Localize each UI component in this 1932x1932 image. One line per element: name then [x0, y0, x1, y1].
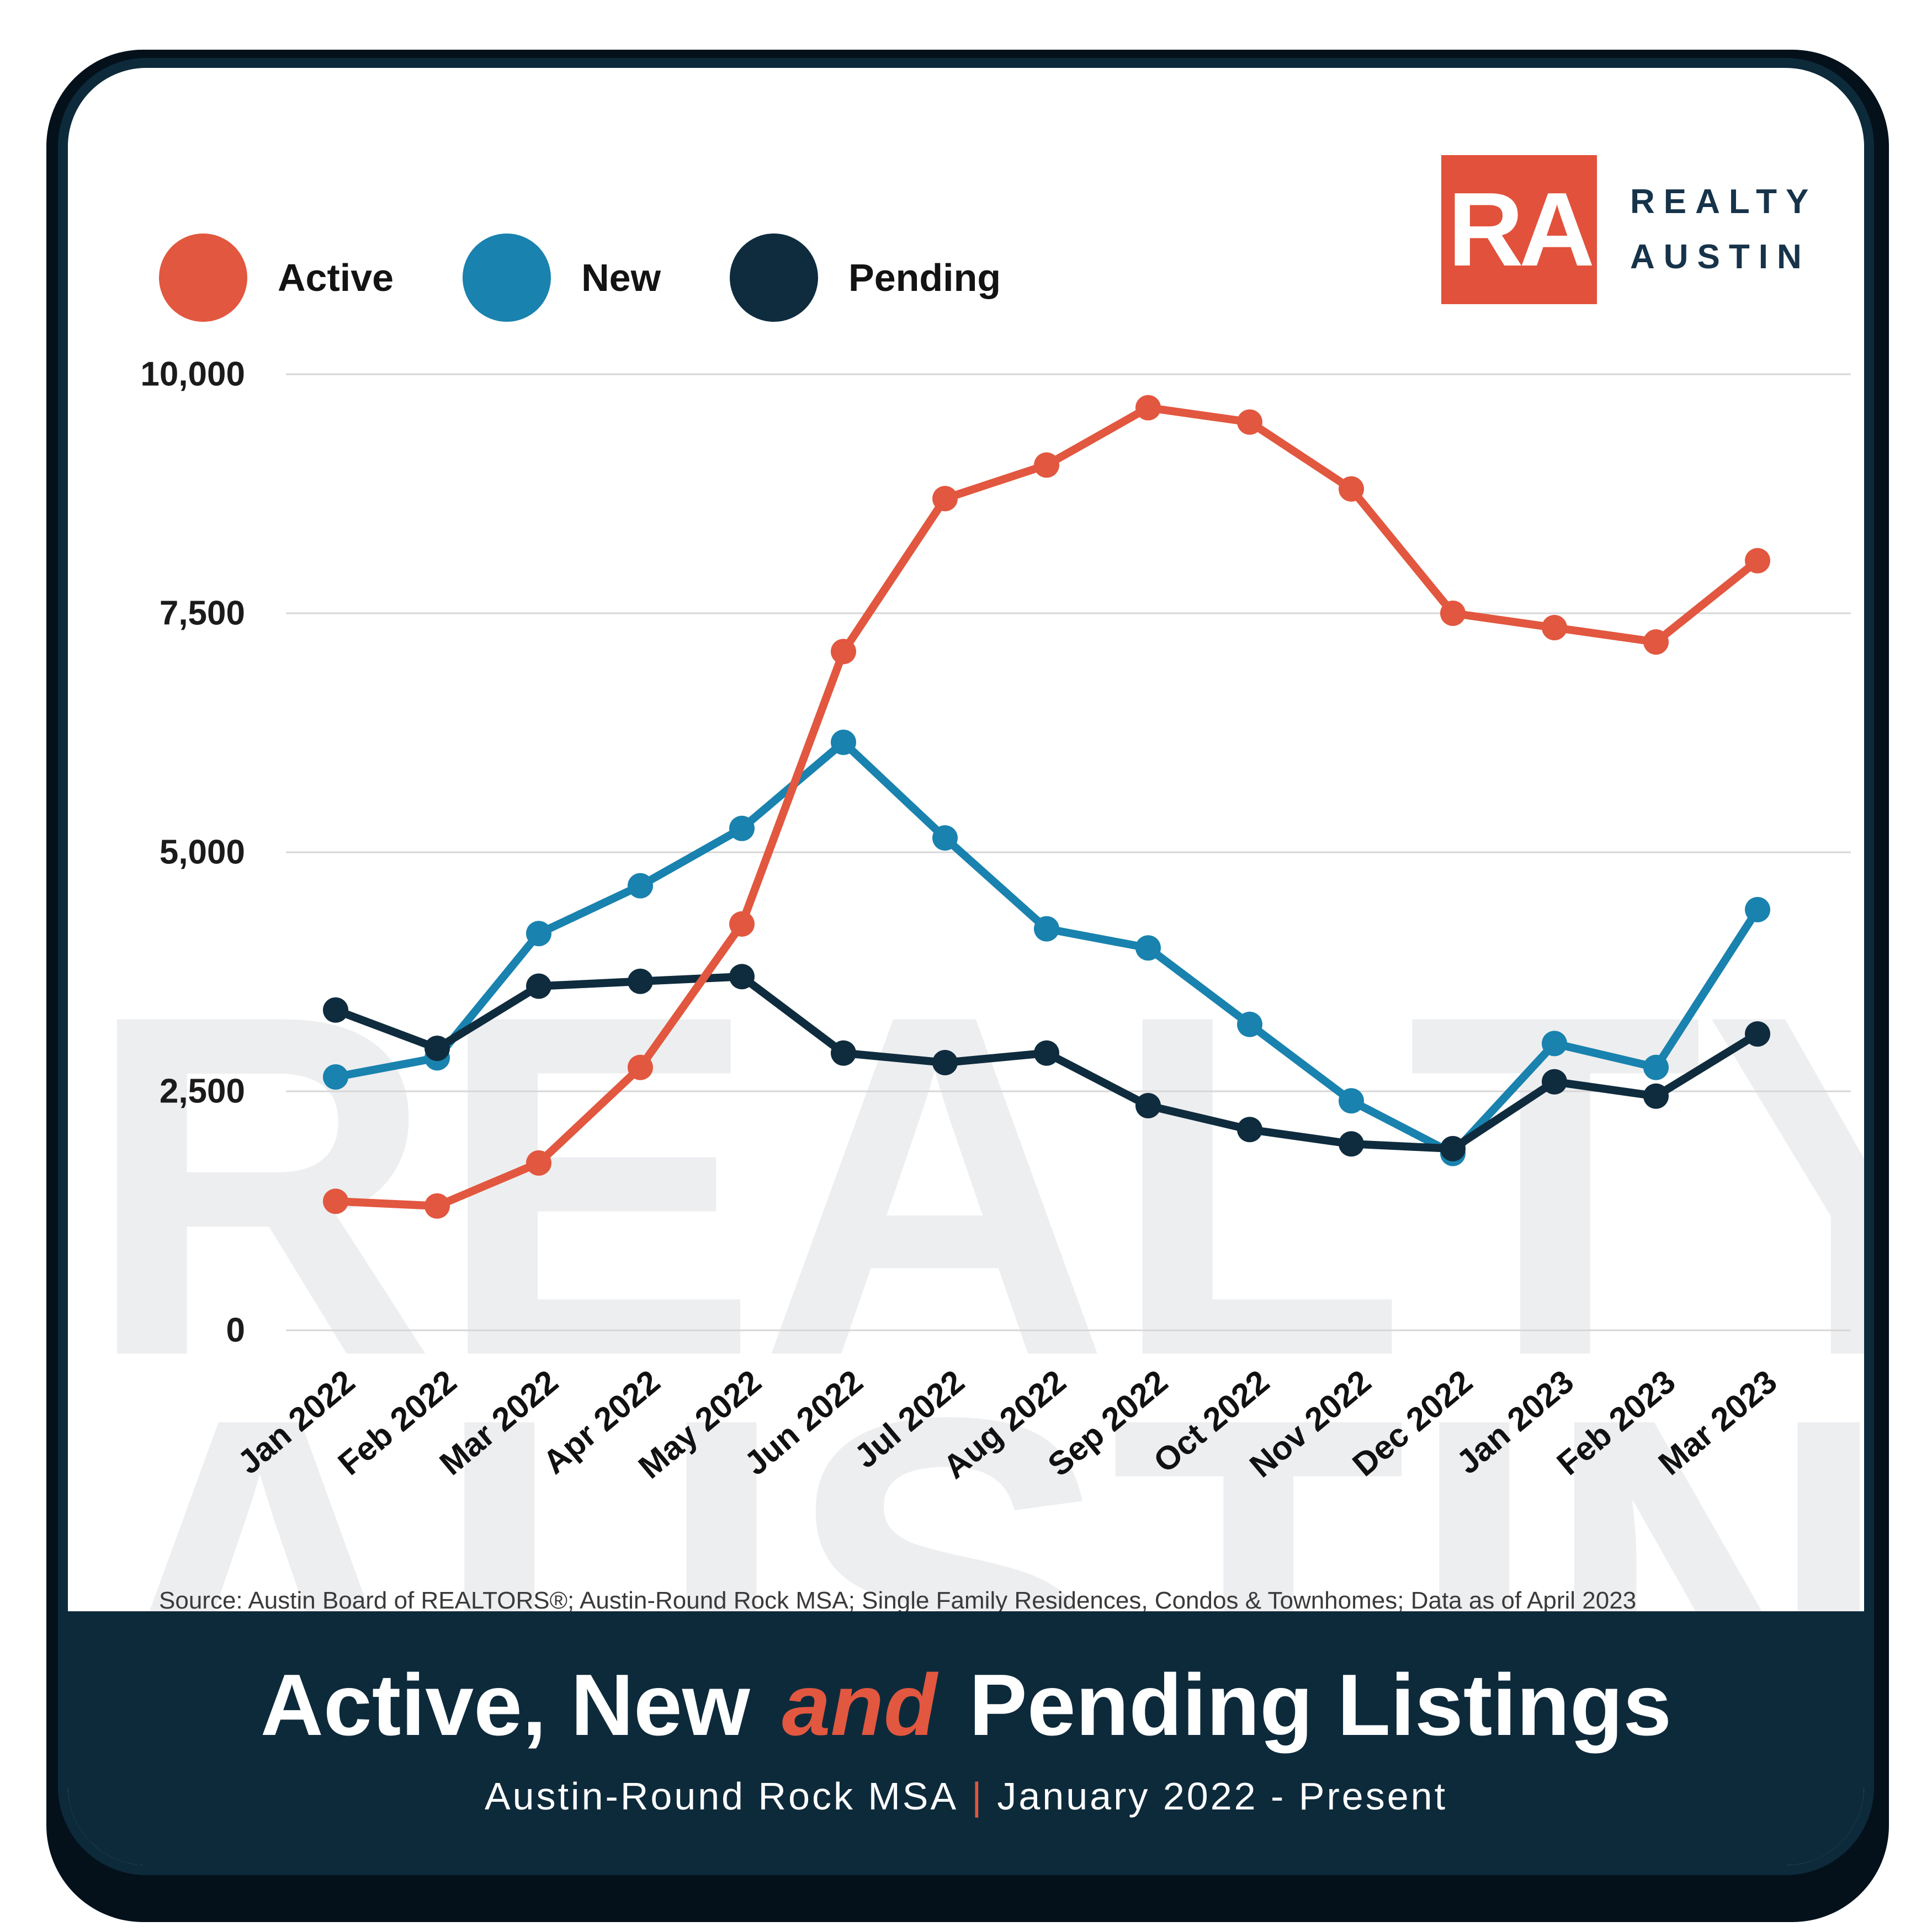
data-point-active — [323, 1188, 348, 1214]
data-point-new — [1034, 916, 1059, 942]
data-point-pending — [932, 1050, 958, 1075]
data-point-new — [1237, 1011, 1262, 1037]
data-point-pending — [323, 997, 348, 1023]
legend-item-active: Active — [159, 233, 394, 322]
data-point-active — [424, 1193, 450, 1219]
legend-item-new: New — [463, 233, 661, 322]
logo-wordmark: REALTY AUSTIN — [1630, 174, 1817, 285]
data-point-pending — [729, 964, 755, 990]
active-dot-icon — [159, 233, 247, 322]
data-point-new — [526, 921, 551, 947]
series-group — [323, 395, 1770, 1219]
watermark-letter: T — [1406, 914, 1704, 1457]
data-point-new — [1339, 1088, 1364, 1114]
y-tick-label: 2,500 — [159, 1072, 245, 1111]
data-point-active — [628, 1054, 653, 1080]
data-point-new — [1643, 1054, 1669, 1080]
legend-item-pending: Pending — [730, 233, 1001, 322]
legend: Active New Pending — [159, 233, 1070, 322]
legend-label-active: Active — [278, 256, 394, 299]
y-tick-label: 10,000 — [140, 355, 245, 394]
data-point-active — [831, 639, 856, 665]
data-point-active — [932, 486, 958, 512]
line-chart — [286, 373, 1851, 1331]
title-and-accent: and — [782, 1657, 937, 1754]
data-point-new — [932, 825, 958, 851]
series-new — [323, 729, 1770, 1166]
data-point-pending — [628, 968, 653, 994]
data-point-pending — [526, 973, 551, 999]
legend-label-new: New — [581, 256, 661, 299]
data-point-active — [1339, 476, 1364, 502]
source-note: Source: Austin Board of REALTORS®; Austi… — [159, 1587, 1637, 1614]
watermark-letter: A — [759, 914, 1110, 1457]
data-point-active — [1643, 629, 1669, 655]
y-tick-label: 7,500 — [159, 594, 245, 633]
logo-wordmark-line1: REALTY — [1630, 183, 1818, 221]
data-point-pending — [1237, 1117, 1262, 1143]
data-point-active — [1237, 409, 1262, 435]
data-point-active — [1135, 395, 1161, 421]
data-point-pending — [424, 1036, 450, 1061]
data-point-pending — [1440, 1135, 1466, 1161]
data-point-new — [323, 1064, 348, 1090]
watermark-letter: Y — [1703, 943, 1864, 1429]
data-point-pending — [1339, 1131, 1364, 1157]
y-tick-label: 5,000 — [159, 833, 245, 872]
data-point-new — [1745, 896, 1770, 922]
y-tick-label: 0 — [226, 1311, 245, 1350]
new-dot-icon — [463, 233, 551, 322]
data-point-new — [1542, 1031, 1567, 1057]
data-point-new — [1135, 935, 1161, 961]
chart-title: Active, New and Pending Listings — [260, 1657, 1672, 1754]
data-point-pending — [1542, 1069, 1567, 1095]
data-point-pending — [831, 1040, 856, 1066]
logo-wordmark-line2: AUSTIN — [1630, 238, 1811, 276]
series-active — [323, 395, 1770, 1219]
data-point-pending — [1745, 1021, 1770, 1047]
pending-dot-icon — [730, 233, 819, 322]
data-point-active — [1542, 615, 1567, 640]
data-point-new — [831, 729, 856, 755]
data-point-active — [526, 1150, 551, 1176]
data-point-active — [729, 911, 755, 937]
realty-austin-logo: RA REALTY AUSTIN — [1441, 155, 1817, 304]
data-point-new — [628, 873, 653, 899]
logo-monogram-icon: RA — [1441, 155, 1597, 304]
subtitle-pipe: | — [972, 1775, 984, 1818]
legend-label-pending: Pending — [848, 256, 1001, 299]
gridlines — [286, 373, 1851, 1331]
series-pending — [323, 964, 1770, 1161]
data-point-pending — [1034, 1040, 1059, 1066]
data-point-active — [1440, 601, 1466, 626]
footer-banner: Active, New and Pending Listings Austin-… — [68, 1611, 1864, 1865]
data-point-new — [729, 815, 755, 841]
data-point-active — [1745, 548, 1770, 574]
data-point-pending — [1135, 1093, 1161, 1118]
chart-subtitle: Austin-Round Rock MSA | January 2022 - Pre… — [484, 1775, 1448, 1818]
data-point-pending — [1643, 1083, 1669, 1109]
data-point-active — [1034, 452, 1059, 478]
